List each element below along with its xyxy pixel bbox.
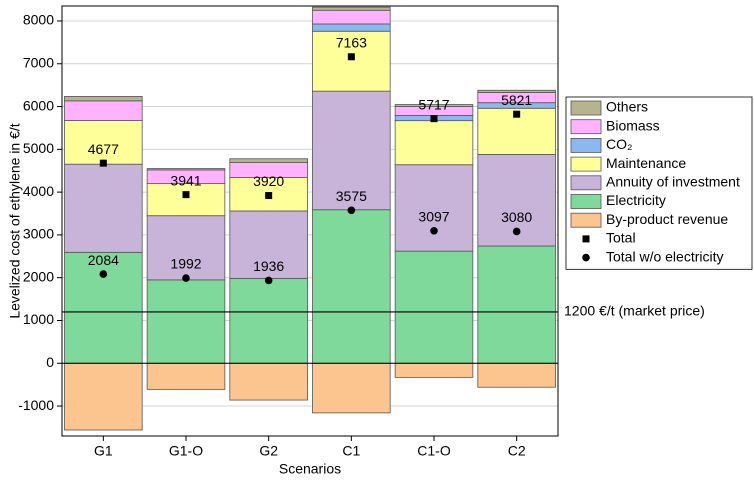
total-marker [99, 159, 107, 167]
x-tick-label: G2 [259, 443, 278, 459]
bar-segment [312, 209, 391, 364]
bar-segment [229, 158, 308, 163]
y-tick-label: 1000 [23, 311, 54, 327]
value-label: 3920 [253, 173, 284, 189]
bar-segment [64, 96, 143, 102]
legend-label: Electricity [606, 192, 666, 208]
bar-segment [146, 168, 226, 171]
bar-segment [64, 163, 143, 253]
legend-label: Maintenance [606, 155, 686, 171]
bar-segment [229, 277, 308, 364]
bar-segment [312, 6, 391, 11]
total-marker [265, 192, 273, 200]
total-wo-electricity-marker [182, 274, 190, 282]
bar-segment [477, 245, 556, 364]
value-label: 5821 [501, 92, 532, 108]
y-tick-label: 8000 [23, 12, 54, 28]
total-wo-electricity-marker [430, 226, 438, 235]
bar-segment [394, 250, 474, 364]
y-tick-label: 3000 [23, 226, 54, 242]
total-marker [430, 115, 438, 123]
legend-label: Biomass [606, 117, 660, 133]
bar-segment [146, 279, 226, 364]
total-marker [513, 110, 521, 118]
total-wo-electricity-marker [264, 276, 273, 285]
legend-label: CO₂ [606, 136, 632, 152]
bar-segment [394, 104, 474, 107]
bar-segment [312, 362, 391, 414]
legend-label: Total [606, 230, 636, 246]
x-axis-label: Scenarios [279, 461, 341, 477]
value-label: 7163 [336, 34, 367, 50]
y-tick-label: 5000 [23, 140, 54, 156]
bar-segment [146, 362, 226, 390]
y-tick-label: 4000 [23, 183, 54, 199]
legend-marker [582, 253, 590, 262]
legend-swatch [570, 137, 602, 153]
bar-segment [312, 9, 391, 25]
bar-segment [312, 30, 391, 92]
bar-segment [146, 183, 226, 217]
value-label: 1936 [253, 258, 284, 274]
bar-segment [64, 100, 143, 121]
bar-segment [64, 362, 143, 431]
total-marker [182, 191, 190, 199]
x-tick-label: C1-O [417, 443, 451, 459]
value-label: 3080 [501, 209, 532, 225]
legend-label: Total w/o electricity [606, 248, 723, 264]
value-label: 1992 [170, 256, 201, 272]
plot-frame [61, 5, 559, 437]
reference-label: 1200 €/t (market price) [564, 303, 705, 319]
bar-segment [229, 362, 308, 401]
x-tick-label: G1 [94, 443, 113, 459]
legend-swatch [570, 156, 602, 172]
y-tick-label: 6000 [23, 97, 54, 113]
y-tick-label: -1000 [18, 397, 54, 413]
bar-segment [146, 215, 226, 281]
x-tick-label: C1 [342, 443, 360, 459]
value-label: 5717 [418, 96, 449, 112]
total-marker [347, 53, 355, 61]
legend-swatch [570, 100, 602, 116]
value-label: 3097 [418, 208, 449, 224]
x-tick-label: C2 [508, 443, 526, 459]
y-tick-label: 7000 [23, 54, 54, 70]
total-wo-electricity-marker [347, 206, 356, 215]
legend-swatch [570, 119, 602, 135]
y-tick-label: 0 [46, 354, 54, 370]
value-label: 3941 [170, 172, 201, 188]
value-label: 2084 [88, 252, 119, 268]
bar-segment [394, 362, 474, 378]
bar-segment [312, 23, 391, 32]
legend-swatch [570, 175, 602, 191]
bar-segment [64, 120, 143, 165]
bar-segment [394, 164, 474, 252]
total-wo-electricity-marker [99, 270, 108, 278]
y-tick-label: 2000 [23, 268, 54, 284]
bar-segment [477, 89, 556, 93]
x-tick-label: G1-O [169, 443, 203, 459]
bar-segment [64, 251, 143, 364]
legend-swatch [570, 194, 602, 209]
bar-segment [477, 362, 556, 388]
value-label: 3575 [336, 188, 367, 204]
y-axis-label: Levelized cost of ethylene in €/t [7, 123, 23, 318]
legend-label: Annuity of investment [606, 174, 740, 190]
total-wo-electricity-marker [512, 227, 521, 236]
value-label: 4677 [88, 141, 119, 157]
legend-swatch [570, 212, 602, 228]
bar-segment [394, 120, 474, 166]
legend-label: By-product revenue [606, 211, 728, 227]
legend-marker [582, 235, 590, 243]
legend-label: Others [606, 99, 648, 115]
